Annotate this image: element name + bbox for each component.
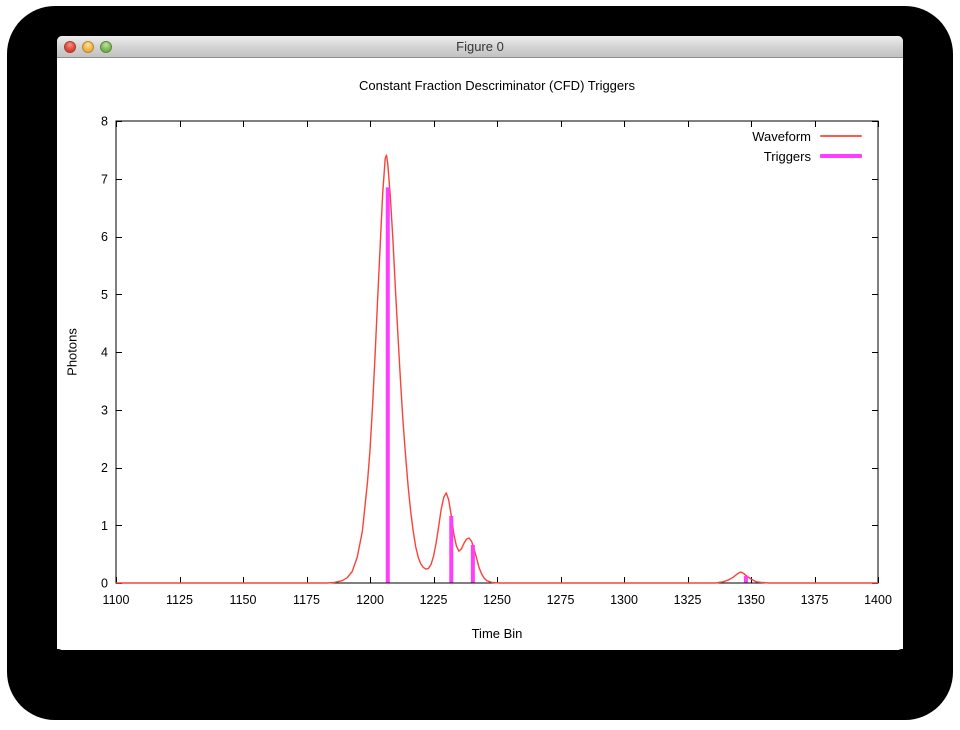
zoom-button[interactable] bbox=[100, 41, 112, 53]
legend-label-waveform: Waveform bbox=[752, 128, 811, 144]
y-axis-label: Photons bbox=[64, 328, 80, 376]
x-tick-label: 1300 bbox=[610, 593, 638, 607]
legend-label-triggers: Triggers bbox=[763, 148, 811, 164]
y-tick-label: 8 bbox=[101, 115, 108, 129]
x-tick-label: 1175 bbox=[293, 593, 320, 607]
x-tick-label: 1275 bbox=[547, 593, 575, 607]
waveform-line-sample-icon bbox=[820, 135, 862, 137]
x-tick-label: 1225 bbox=[420, 593, 448, 607]
x-tick-label: 1150 bbox=[230, 593, 257, 607]
x-tick-label: 1400 bbox=[864, 593, 892, 607]
x-tick-label: 1250 bbox=[483, 593, 511, 607]
window-titlebar[interactable]: Figure 0 bbox=[57, 36, 903, 58]
figure-window: Figure 0 Constant Fraction Descriminator… bbox=[57, 36, 903, 650]
x-tick-label: 1325 bbox=[674, 593, 702, 607]
x-tick-label: 1350 bbox=[737, 593, 765, 607]
legend: Waveform Triggers bbox=[752, 126, 862, 166]
figure-content: Constant Fraction Descriminator (CFD) Tr… bbox=[57, 58, 903, 649]
plot-svg: 1100 1125 1150 1175 1200 1225 1250 1275 1300 1325… bbox=[101, 115, 892, 608]
y-tick-label: 4 bbox=[101, 346, 108, 360]
x-tick-label: 1100 bbox=[103, 593, 130, 607]
y-tick-label: 0 bbox=[101, 577, 108, 591]
close-button[interactable] bbox=[64, 41, 76, 53]
x-axis-label: Time Bin bbox=[471, 626, 523, 641]
x-tick-label: 1200 bbox=[356, 593, 384, 607]
y-tick-label: 1 bbox=[101, 519, 108, 533]
traffic-lights bbox=[64, 41, 112, 53]
waveform-line bbox=[116, 154, 878, 584]
y-tick-label: 3 bbox=[101, 403, 108, 417]
y-tick-label: 7 bbox=[101, 172, 108, 186]
x-tick-label: 1375 bbox=[801, 593, 829, 607]
chart-title: Constant Fraction Descriminator (CFD) Tr… bbox=[359, 78, 635, 93]
plot-border bbox=[115, 120, 879, 584]
legend-entry-waveform: Waveform bbox=[752, 126, 862, 146]
y-tick-label: 6 bbox=[101, 230, 108, 244]
legend-entry-triggers: Triggers bbox=[752, 146, 862, 166]
minimize-button[interactable] bbox=[82, 41, 94, 53]
x-tick-label: 1125 bbox=[166, 593, 193, 607]
window-title: Figure 0 bbox=[456, 39, 504, 54]
y-tick-label: 2 bbox=[101, 461, 108, 475]
y-tick-label: 5 bbox=[101, 288, 108, 302]
triggers-line-sample-icon bbox=[820, 154, 862, 158]
